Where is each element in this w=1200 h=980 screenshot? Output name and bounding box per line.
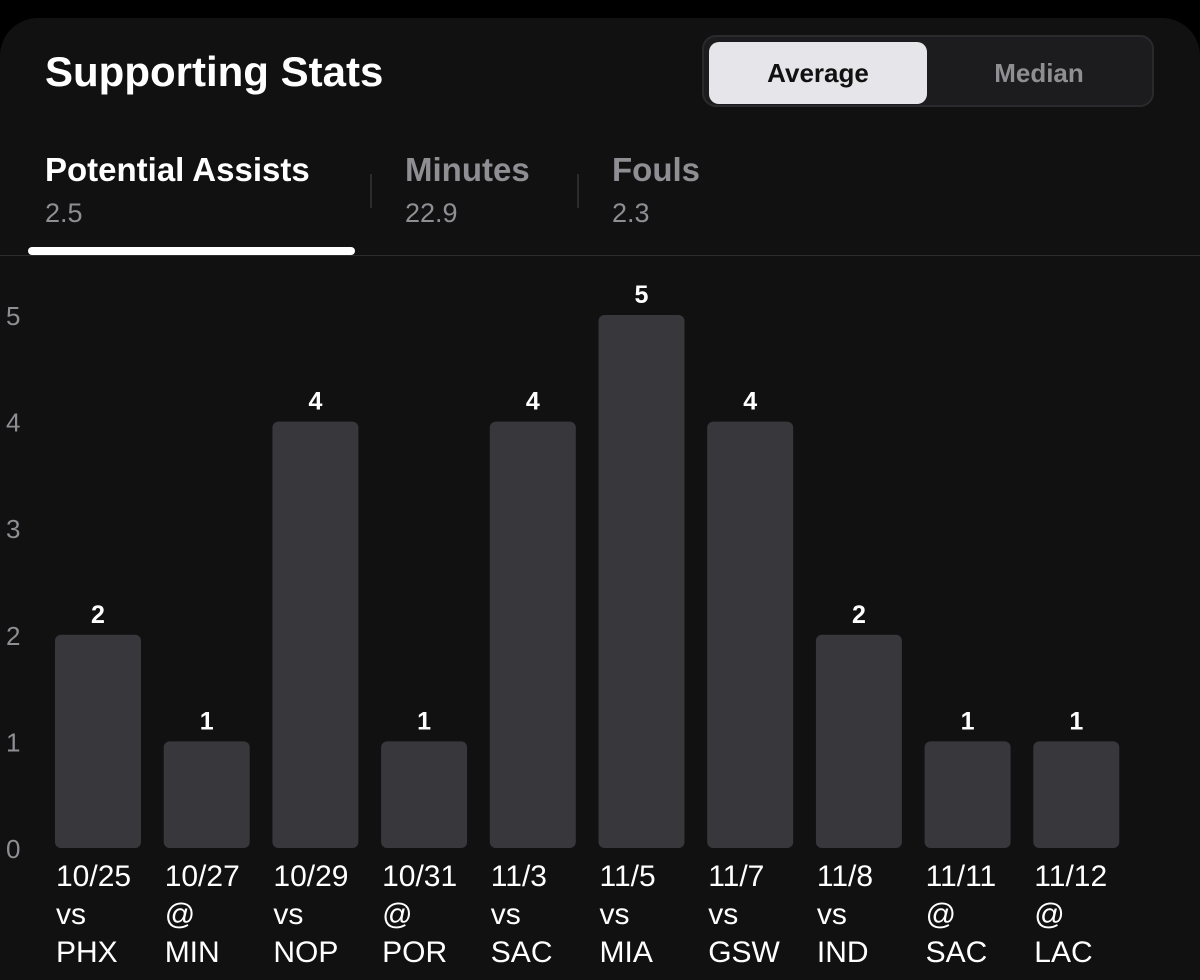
bar — [489, 421, 576, 848]
x-tick-label: MIN — [165, 936, 220, 969]
y-tick-label: 1 — [6, 727, 20, 757]
x-tick-label: vs — [491, 898, 521, 931]
x-tick-label: 11/5 — [600, 860, 656, 893]
y-tick-label: 3 — [6, 514, 20, 544]
x-tick-label: 10/25 — [56, 860, 131, 893]
tab-minutes[interactable]: Minutes 22.9 — [405, 150, 530, 230]
bar — [55, 634, 141, 848]
y-tick-label: 5 — [6, 301, 20, 331]
bar-value-label: 4 — [526, 388, 540, 416]
x-tick-label: SAC — [926, 936, 988, 969]
y-tick-label: 4 — [6, 408, 20, 438]
bar — [163, 741, 250, 848]
bar — [598, 315, 685, 848]
tab-label: Potential Assists — [45, 151, 310, 188]
x-tick-label: 10/31 — [382, 860, 457, 893]
x-tick-label: 11/3 — [491, 860, 547, 893]
x-tick-label: vs — [817, 898, 847, 931]
tab-value: 2.3 — [612, 198, 650, 228]
x-tick-label: vs — [56, 898, 86, 931]
potential-assists-bar-chart: 012345210/25vsPHX110/27@MIN410/29vsNOP11… — [6, 281, 1120, 969]
x-tick-label: GSW — [708, 936, 780, 969]
tab-value: 2.5 — [45, 198, 83, 228]
bar-value-label: 1 — [200, 707, 214, 735]
x-tick-label: @ — [1034, 898, 1064, 931]
y-tick-label: 2 — [6, 621, 20, 651]
x-tick-label: IND — [817, 936, 869, 969]
tab-label: Minutes — [405, 151, 530, 188]
x-tick-label: 10/29 — [273, 860, 348, 893]
bar-value-label: 4 — [308, 388, 322, 416]
bar-value-label: 1 — [961, 707, 975, 735]
bar-value-label: 5 — [635, 281, 649, 309]
bar — [381, 741, 468, 848]
active-tab-indicator — [28, 247, 355, 255]
bar — [707, 421, 794, 848]
x-tick-label: @ — [926, 898, 956, 931]
card-title: Supporting Stats — [45, 48, 384, 95]
tab-divider — [577, 174, 579, 208]
x-tick-label: 11/7 — [708, 860, 764, 893]
x-tick-label: 11/8 — [817, 860, 873, 893]
bar — [272, 421, 359, 848]
x-tick-label: LAC — [1034, 936, 1092, 969]
supporting-stats-card: Supporting Stats Average Median Potentia… — [0, 18, 1200, 980]
bar — [1033, 741, 1120, 848]
x-tick-label: @ — [382, 898, 412, 931]
x-tick-label: PHX — [56, 936, 118, 969]
tab-label: Fouls — [612, 151, 700, 188]
average-median-toggle[interactable]: Average Median — [702, 35, 1154, 107]
tab-fouls[interactable]: Fouls 2.3 — [612, 150, 700, 230]
x-tick-label: POR — [382, 936, 447, 969]
tab-value: 22.9 — [405, 198, 458, 228]
y-tick-label: 0 — [6, 834, 20, 864]
x-tick-label: vs — [600, 898, 630, 931]
bar-value-label: 2 — [852, 601, 866, 629]
tab-divider — [370, 174, 372, 208]
bar — [815, 634, 902, 848]
x-tick-label: @ — [165, 898, 195, 931]
x-tick-label: vs — [273, 898, 303, 931]
bar-value-label: 1 — [417, 707, 431, 735]
x-tick-label: 11/11 — [926, 860, 997, 893]
bar — [924, 741, 1011, 848]
x-tick-label: 11/12 — [1034, 860, 1107, 893]
tab-potential-assists[interactable]: Potential Assists 2.5 — [45, 150, 310, 230]
x-tick-label: NOP — [273, 936, 338, 969]
x-tick-label: SAC — [491, 936, 553, 969]
median-button[interactable]: Median — [994, 57, 1084, 88]
x-tick-label: MIA — [600, 936, 653, 969]
header-divider — [0, 255, 1200, 256]
x-tick-label: 10/27 — [165, 860, 240, 893]
x-tick-label: vs — [708, 898, 738, 931]
bar-value-label: 2 — [91, 601, 105, 629]
bar-value-label: 1 — [1069, 707, 1083, 735]
average-button[interactable]: Average — [709, 42, 927, 104]
bar-value-label: 4 — [743, 388, 757, 416]
